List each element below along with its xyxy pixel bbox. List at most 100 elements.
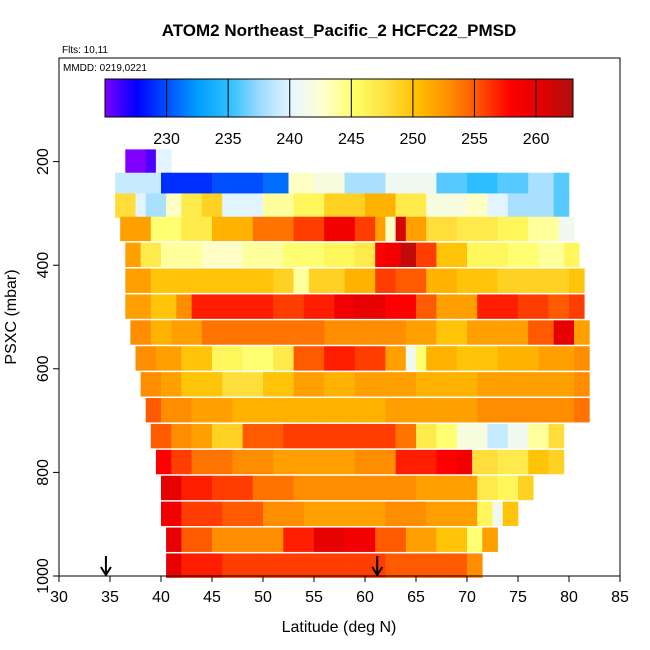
heatmap-cell [416, 372, 447, 397]
heatmap-cell [456, 475, 478, 501]
heatmap-cell [538, 242, 565, 268]
heatmap-cell [293, 475, 335, 501]
x-tick-label: 55 [305, 589, 323, 606]
heatmap-cell [135, 346, 157, 371]
x-tick-label: 35 [101, 589, 119, 606]
heatmap-cell [125, 242, 141, 268]
chart-title: ATOM2 Northeast_Pacific_2 HCFC22_PMSD [162, 21, 517, 40]
heatmap-cell [553, 320, 575, 345]
heatmap-cell [538, 268, 570, 293]
heatmap-cell [155, 149, 172, 174]
heatmap-cell [553, 172, 570, 198]
heatmap-cell [436, 294, 458, 319]
heatmap-cell [150, 423, 172, 449]
heatmap-cell [436, 423, 458, 449]
heatmap-cell [395, 193, 427, 218]
heatmap-cell [181, 553, 223, 578]
heatmap-cell [273, 268, 294, 293]
heatmap-cell [191, 449, 233, 475]
heatmap-cell [492, 501, 503, 527]
heatmap-cell [569, 294, 585, 319]
heatmap-cell [140, 372, 162, 397]
heatmap-cell [518, 475, 534, 501]
heatmap-cell [497, 346, 539, 371]
heatmap-cell [252, 475, 294, 501]
heatmap-cell [150, 320, 172, 345]
heatmap-cell [344, 172, 386, 198]
x-axis: 30 35 40 45 50 55 60 65 70 75 80 85 [50, 576, 629, 606]
heatmap-cell [456, 449, 473, 475]
heatmap-cell [574, 398, 590, 423]
heatmap-cell [385, 501, 427, 527]
heatmap-cell [314, 449, 356, 475]
heatmap-cell [533, 193, 554, 218]
heatmap-cell [446, 372, 478, 397]
heatmap-cell [436, 172, 468, 198]
heatmap-cell [125, 294, 152, 319]
heatmap-cell [181, 372, 223, 397]
heatmap-cell [222, 193, 264, 218]
heatmap-cell [375, 268, 396, 293]
colorbar-tick-label: 250 [400, 131, 427, 148]
heatmap-cell [502, 501, 519, 527]
heatmap-cell [222, 372, 264, 397]
heatmap-cell [161, 501, 182, 527]
heatmap-cell [497, 268, 539, 293]
heatmap-cell [456, 268, 498, 293]
heatmap-cell [273, 346, 294, 371]
heatmap-cell [161, 475, 182, 501]
heatmap-cell [273, 398, 305, 423]
heatmap-cell [344, 268, 376, 293]
x-axis-label: Latitude (deg N) [282, 619, 397, 636]
heatmap-cell [344, 553, 386, 578]
heatmap-cell [263, 193, 294, 218]
heatmap-cell [477, 372, 509, 397]
flight-markers [100, 556, 384, 577]
heatmap-cell [354, 372, 386, 397]
heatmap-cell [334, 294, 356, 319]
heatmap-cell [212, 423, 243, 449]
heatmap-cell [252, 216, 294, 242]
heatmap-cell [181, 268, 233, 293]
colorbar-tick-label: 245 [338, 131, 365, 148]
heatmap-cell [548, 423, 565, 449]
heatmap-cell [242, 242, 284, 268]
heatmap-cell [115, 172, 162, 198]
heatmap-cell [263, 553, 305, 578]
heatmap-cell [467, 172, 498, 198]
heatmap-cell [354, 216, 376, 242]
heatmap-cell [242, 527, 284, 552]
heatmap-cell [574, 346, 590, 371]
heatmap-cell [125, 268, 152, 293]
heatmap-cell [507, 423, 529, 449]
heatmap-cell [181, 216, 213, 242]
heatmap-cells [115, 149, 590, 578]
heatmap-cell [222, 501, 264, 527]
heatmap-cell [426, 346, 458, 371]
x-tick-label: 65 [407, 589, 425, 606]
heatmap-cell [436, 242, 468, 268]
heatmap-cell [242, 320, 284, 345]
heatmap-cell [477, 475, 498, 501]
heatmap-cell [155, 346, 182, 371]
heatmap-cell [324, 242, 356, 268]
heatmap-cell [528, 449, 549, 475]
heatmap-cell [395, 423, 417, 449]
heatmap-cell [436, 527, 468, 552]
heatmap-cell [538, 346, 575, 371]
heatmap-cell [293, 216, 325, 242]
heatmap-cell [563, 242, 580, 268]
heatmap-cell [303, 398, 345, 423]
heatmap-cell [456, 423, 488, 449]
heatmap-cell [176, 294, 192, 319]
heatmap-cell [405, 216, 427, 242]
heatmap-cell [145, 149, 157, 174]
heatmap-cell [191, 423, 213, 449]
heatmap-cell [222, 553, 264, 578]
heatmap-cell [293, 193, 325, 218]
heatmap-cell [395, 268, 427, 293]
y-tick-label: 600 [35, 355, 52, 382]
heatmap-cell [487, 423, 509, 449]
heatmap-cell [497, 449, 529, 475]
